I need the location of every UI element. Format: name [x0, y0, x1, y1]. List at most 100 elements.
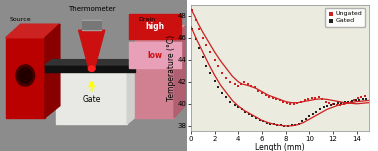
- Gated: [246, 112, 252, 115]
- Polygon shape: [174, 26, 185, 118]
- Gated: [342, 101, 348, 103]
- Gated: [215, 86, 221, 88]
- Ungated: [298, 100, 304, 103]
- Gated: [257, 119, 263, 122]
- Polygon shape: [135, 26, 185, 38]
- Polygon shape: [6, 24, 60, 38]
- Ungated: [270, 97, 276, 100]
- Ungated: [223, 77, 229, 80]
- Text: Drain: Drain: [138, 17, 156, 22]
- Ungated: [252, 86, 258, 88]
- Ungated: [309, 97, 315, 100]
- Ungated: [337, 104, 343, 106]
- Ungated: [200, 36, 206, 39]
- Gated: [299, 120, 305, 123]
- Gated: [264, 121, 270, 124]
- Polygon shape: [56, 63, 136, 72]
- Ungated: [316, 96, 322, 98]
- Gated: [235, 106, 241, 108]
- Gated: [349, 100, 355, 102]
- Polygon shape: [135, 38, 174, 118]
- Polygon shape: [79, 30, 105, 69]
- Ungated: [189, 9, 195, 11]
- Ungated: [358, 96, 364, 98]
- Gated: [328, 104, 334, 106]
- Legend: Ungated, Gated: Ungated, Gated: [325, 8, 366, 27]
- Gated: [232, 104, 238, 106]
- Ungated: [218, 72, 225, 74]
- Ungated: [333, 104, 339, 106]
- Ungated: [287, 103, 293, 105]
- Bar: [82, 21, 101, 23]
- Ellipse shape: [16, 65, 35, 86]
- Gated: [282, 125, 288, 127]
- Gated: [242, 110, 248, 113]
- Ungated: [323, 100, 329, 103]
- Ungated: [193, 19, 199, 21]
- Ungated: [312, 97, 318, 100]
- Ungated: [262, 94, 268, 96]
- Gated: [207, 72, 213, 74]
- Bar: [82, 20, 101, 30]
- Ungated: [330, 103, 336, 105]
- Gated: [363, 98, 369, 101]
- Y-axis label: Temperature (°C): Temperature (°C): [167, 35, 176, 101]
- Bar: [82, 24, 101, 25]
- Circle shape: [88, 66, 95, 71]
- Gated: [313, 110, 319, 113]
- Ungated: [256, 89, 262, 92]
- Bar: [82, 28, 101, 29]
- Ungated: [238, 83, 244, 85]
- Text: high: high: [146, 22, 165, 31]
- Gated: [203, 65, 209, 67]
- Ungated: [280, 100, 286, 103]
- Ungated: [212, 58, 218, 61]
- Ungated: [232, 83, 238, 85]
- Gated: [271, 123, 277, 125]
- Ungated: [341, 103, 347, 105]
- Ungated: [215, 65, 221, 67]
- Gated: [253, 117, 259, 119]
- Gated: [285, 125, 291, 127]
- Text: Thermometer: Thermometer: [68, 6, 116, 12]
- Gated: [335, 102, 341, 104]
- Ungated: [259, 92, 265, 94]
- Gated: [321, 106, 327, 108]
- Gated: [193, 37, 199, 40]
- Ungated: [344, 101, 350, 104]
- Polygon shape: [6, 38, 45, 118]
- Ungated: [207, 51, 213, 53]
- Gated: [345, 100, 352, 103]
- Gated: [267, 122, 273, 125]
- Ungated: [294, 101, 301, 104]
- Bar: [129, 42, 181, 68]
- Ungated: [196, 28, 202, 30]
- Gated: [212, 79, 218, 82]
- Gated: [338, 101, 344, 104]
- Gated: [310, 112, 316, 115]
- Gated: [274, 124, 280, 126]
- Gated: [288, 124, 294, 127]
- Ungated: [327, 101, 333, 104]
- Ungated: [227, 80, 233, 83]
- Ungated: [241, 80, 247, 83]
- Gated: [324, 105, 330, 107]
- Text: low: low: [148, 51, 163, 60]
- Gated: [331, 103, 337, 105]
- Ungated: [203, 44, 209, 47]
- Ungated: [319, 98, 325, 101]
- Gated: [356, 99, 362, 101]
- Gated: [260, 120, 266, 123]
- Gated: [223, 96, 229, 98]
- Gated: [200, 56, 206, 59]
- Polygon shape: [45, 65, 135, 72]
- Bar: [82, 26, 101, 27]
- Gated: [317, 108, 323, 111]
- Ungated: [277, 99, 283, 102]
- Ungated: [302, 99, 308, 102]
- Gated: [196, 46, 202, 49]
- Gated: [303, 118, 309, 120]
- X-axis label: Length (mm): Length (mm): [255, 143, 305, 151]
- Gated: [306, 115, 312, 117]
- Gated: [296, 122, 302, 125]
